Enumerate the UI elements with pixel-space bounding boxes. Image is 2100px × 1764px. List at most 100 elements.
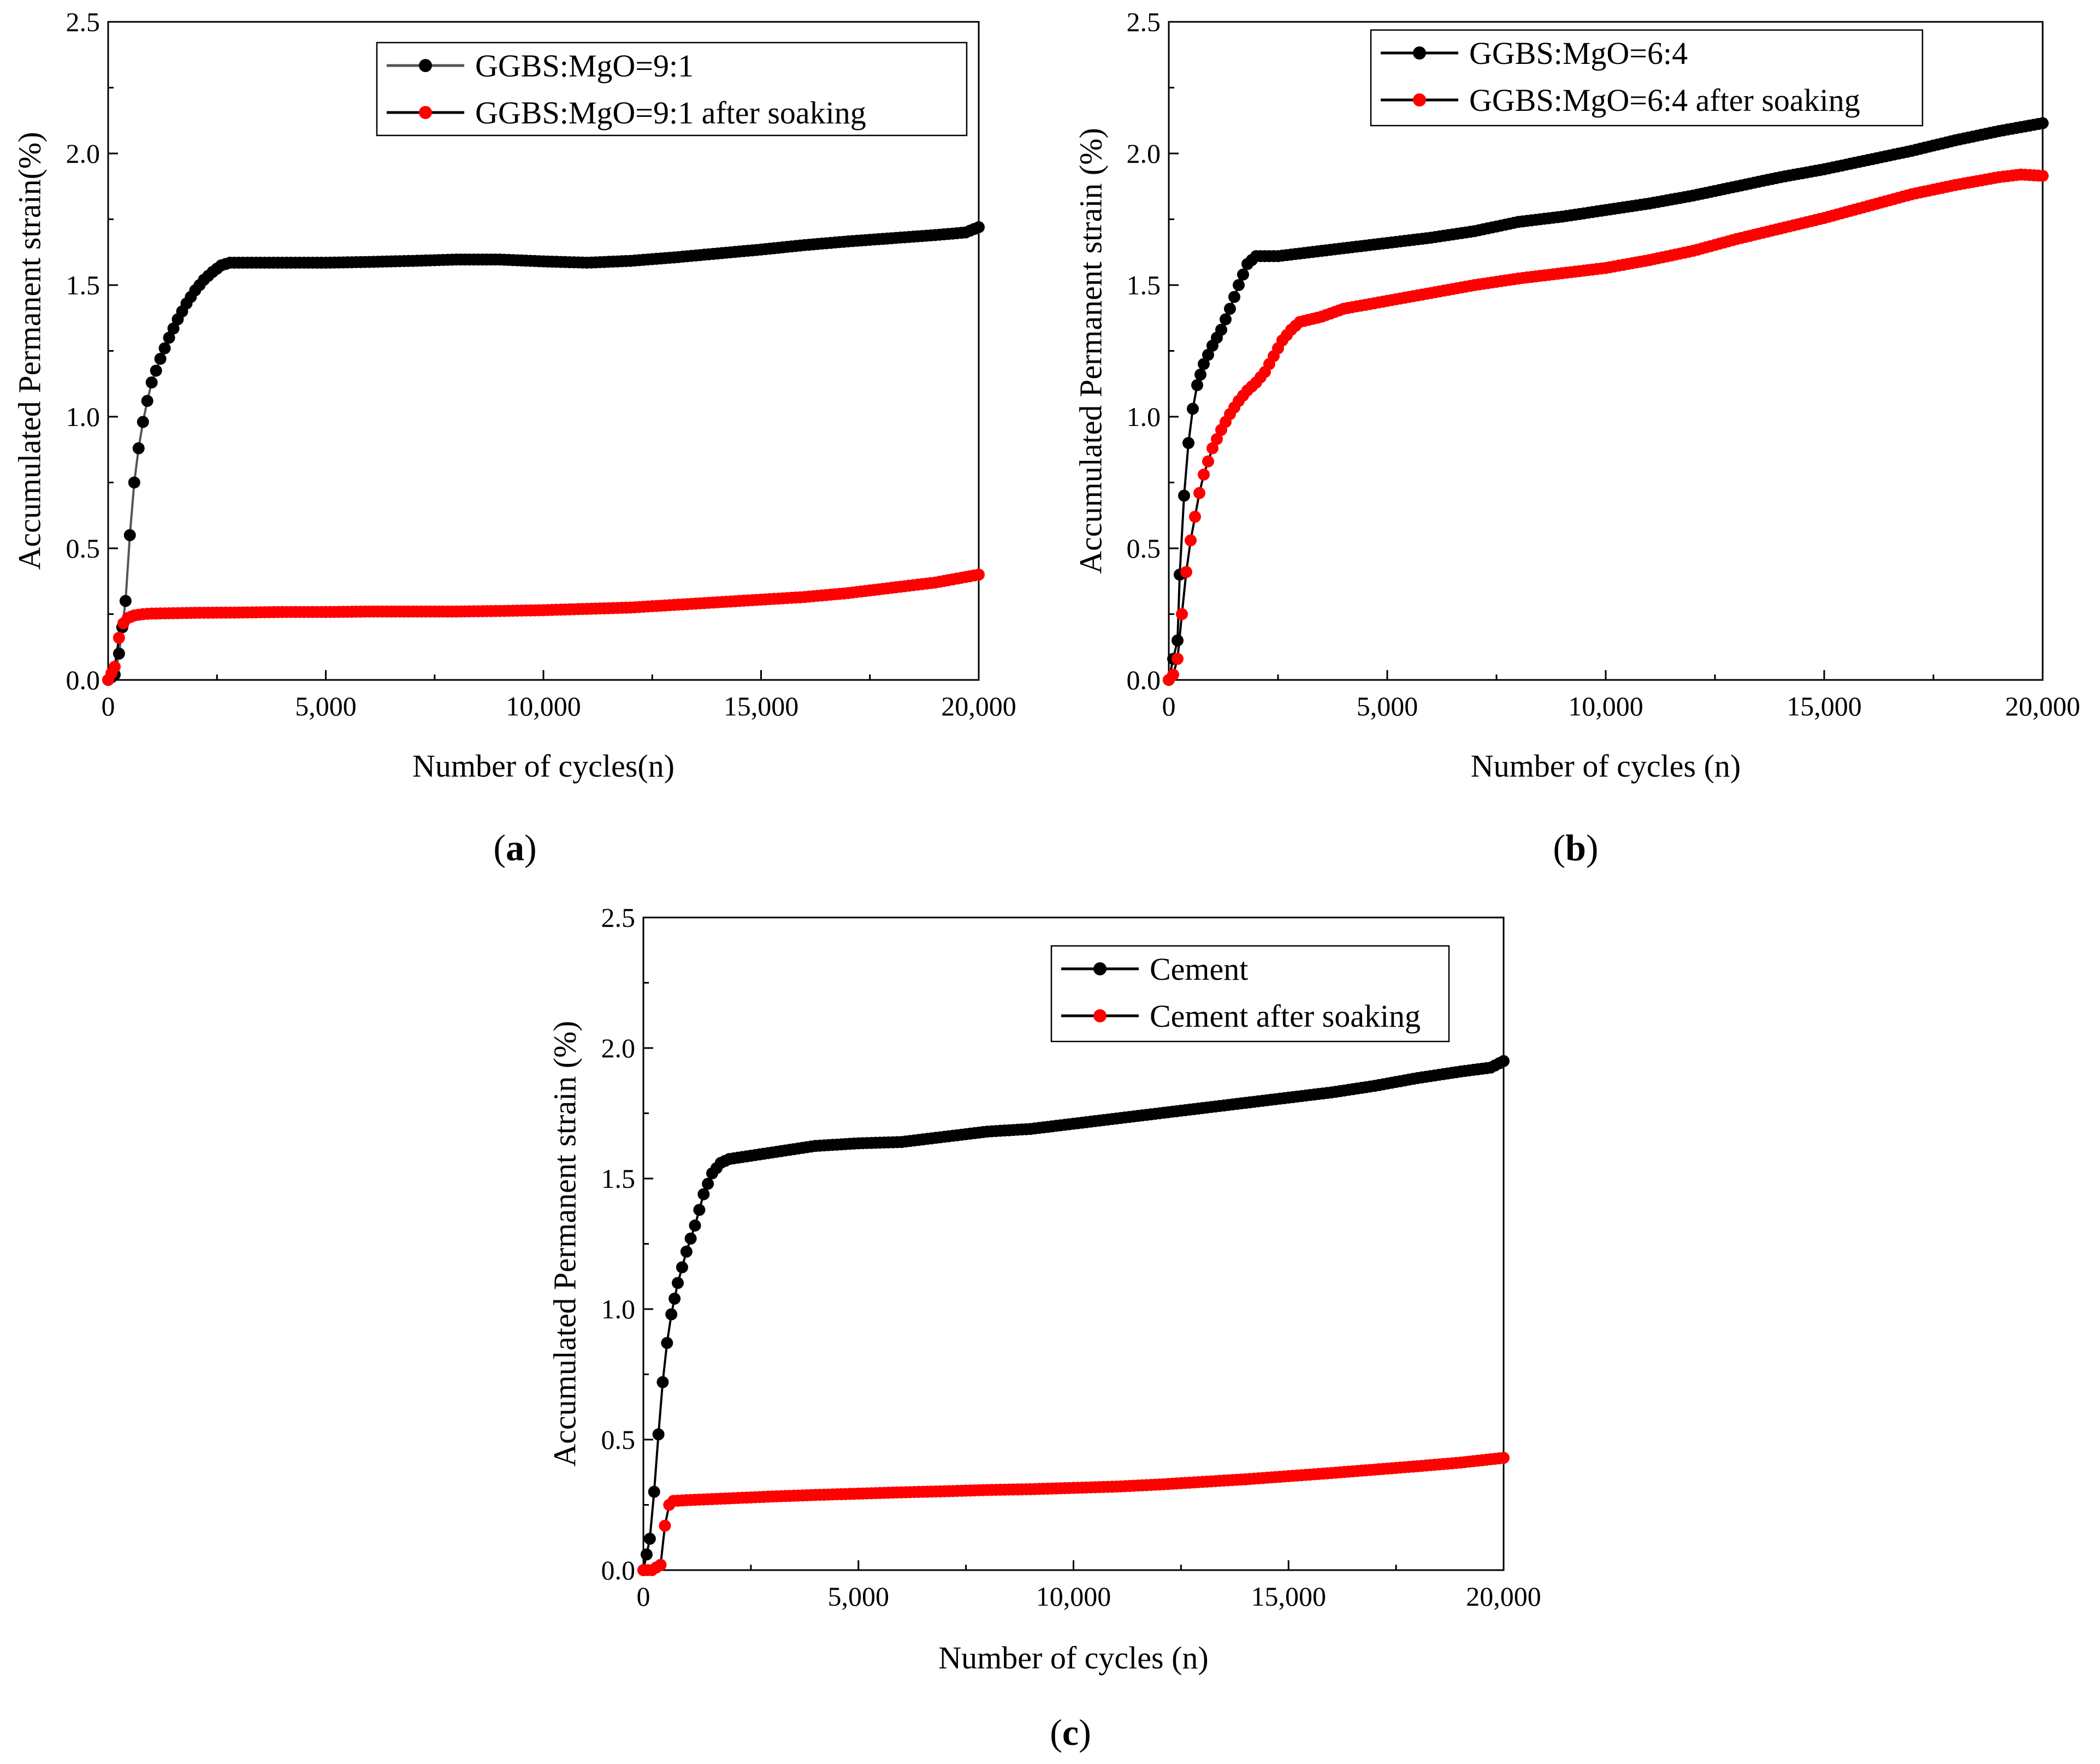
series-0 bbox=[1163, 117, 2049, 686]
data-point bbox=[640, 1548, 653, 1561]
data-point bbox=[123, 529, 136, 541]
data-point bbox=[141, 395, 153, 407]
legend-box bbox=[1370, 29, 1924, 127]
data-point bbox=[693, 1204, 706, 1216]
panel-label: (a) bbox=[493, 827, 536, 868]
data-point bbox=[1224, 303, 1236, 315]
series-layer bbox=[1163, 117, 2049, 686]
legend: GGBS:MgO=9:1 GGBS:MgO=9:1 after soaking bbox=[376, 42, 968, 137]
legend-marker bbox=[1413, 46, 1426, 60]
data-point bbox=[113, 647, 125, 660]
series-1 bbox=[102, 569, 985, 686]
data-point bbox=[669, 1292, 681, 1305]
x-axis-title: Number of cycles (n) bbox=[1471, 748, 1741, 784]
legend-box bbox=[1050, 945, 1450, 1043]
data-point bbox=[1498, 1452, 1510, 1464]
data-point bbox=[167, 322, 180, 335]
x-tick-label: 10,000 bbox=[506, 691, 581, 721]
data-point bbox=[154, 353, 167, 365]
data-point bbox=[158, 342, 171, 354]
legend-entry-1: Cement after soaking bbox=[1061, 998, 1421, 1034]
data-point bbox=[1194, 368, 1206, 381]
data-point bbox=[1228, 291, 1240, 303]
data-point bbox=[1220, 313, 1232, 325]
legend-label: GGBS:MgO=6:4 after soaking bbox=[1469, 82, 1860, 118]
legend-marker bbox=[1093, 962, 1107, 975]
panel-label-letter: c bbox=[1062, 1712, 1079, 1753]
legend: Cement Cement after soaking bbox=[1050, 945, 1450, 1043]
y-axis-title: Accumulated Permanent strain (%) bbox=[547, 1021, 582, 1467]
data-point bbox=[150, 364, 162, 377]
data-point bbox=[128, 476, 140, 489]
panel-label-letter: b bbox=[1565, 827, 1586, 868]
data-point bbox=[1180, 566, 1192, 578]
legend-label: GGBS:MgO=9:1 after soaking bbox=[475, 95, 866, 131]
tick-group: 0 5,000 10,000 15,000 20,000 0.0 0.5 1.0 1.5 2.0 2… bbox=[601, 902, 1541, 1612]
data-point bbox=[1191, 379, 1203, 392]
x-tick-label: 15,000 bbox=[1787, 691, 1862, 721]
data-point bbox=[1172, 653, 1184, 665]
panel-c: 0 5,000 10,000 15,000 20,000 0.0 0.5 1.0 1.5 2.0 2… bbox=[547, 902, 1541, 1753]
tick-group: 0 5,000 10,000 15,000 20,000 0.0 0.5 1.0 1.5 2.0 2… bbox=[1127, 7, 2080, 721]
x-tick-label: 20,000 bbox=[941, 691, 1016, 721]
data-point bbox=[1193, 487, 1205, 499]
legend-entry-1: GGBS:MgO=9:1 after soaking bbox=[387, 95, 866, 131]
legend-marker bbox=[419, 106, 432, 119]
tick-group: 0 5,000 10,000 15,000 20,000 0.0 0.5 1.0 1.5 2.0 2… bbox=[66, 7, 1016, 721]
data-point bbox=[1178, 489, 1190, 502]
data-point bbox=[702, 1177, 714, 1190]
y-tick-label: 2.5 bbox=[601, 902, 636, 933]
x-tick-label: 0 bbox=[1162, 691, 1176, 721]
legend-box bbox=[376, 42, 968, 137]
panel-label-open: ( bbox=[1050, 1712, 1062, 1753]
data-point bbox=[1187, 402, 1199, 415]
data-point bbox=[656, 1376, 669, 1388]
series-layer bbox=[102, 221, 985, 686]
series-0 bbox=[637, 1055, 1510, 1576]
x-tick-label: 0 bbox=[637, 1581, 650, 1612]
y-tick-label: 0.0 bbox=[1127, 665, 1161, 695]
data-point bbox=[973, 221, 985, 233]
panel-label-letter: a bbox=[506, 827, 524, 868]
legend-label: GGBS:MgO=6:4 bbox=[1469, 35, 1688, 71]
data-point bbox=[2037, 170, 2049, 182]
legend-entry-0: Cement bbox=[1061, 951, 1248, 987]
data-point bbox=[1237, 268, 1249, 281]
data-point bbox=[1211, 433, 1223, 445]
data-point bbox=[654, 1559, 667, 1571]
data-point bbox=[661, 1337, 673, 1349]
y-tick-label: 2.0 bbox=[66, 138, 100, 169]
data-point bbox=[132, 442, 145, 454]
x-tick-label: 15,000 bbox=[1251, 1581, 1327, 1612]
data-point bbox=[676, 1261, 688, 1274]
data-point bbox=[1202, 348, 1214, 361]
data-point bbox=[163, 332, 175, 344]
x-tick-label: 20,000 bbox=[1466, 1581, 1541, 1612]
y-tick-label: 0.5 bbox=[1127, 533, 1161, 564]
data-point bbox=[1198, 358, 1210, 370]
data-point bbox=[1233, 279, 1245, 291]
y-tick-label: 1.5 bbox=[66, 270, 100, 300]
panel-label-close: ) bbox=[1586, 827, 1599, 868]
data-point bbox=[2037, 117, 2049, 129]
panel-label-close: ) bbox=[524, 827, 537, 868]
legend-marker bbox=[1093, 1009, 1107, 1022]
data-point bbox=[672, 1277, 684, 1289]
legend-marker bbox=[419, 59, 432, 72]
data-point bbox=[1498, 1055, 1510, 1067]
y-tick-label: 2.0 bbox=[1127, 138, 1161, 169]
data-point bbox=[648, 1485, 660, 1498]
x-tick-label: 10,000 bbox=[1568, 691, 1643, 721]
panel-label: (c) bbox=[1050, 1712, 1091, 1753]
y-tick-label: 0.0 bbox=[66, 665, 100, 695]
panel-label-open: ( bbox=[1553, 827, 1565, 868]
data-point bbox=[113, 631, 125, 644]
y-tick-label: 2.5 bbox=[66, 7, 100, 37]
data-point bbox=[109, 660, 121, 673]
legend: GGBS:MgO=6:4 GGBS:MgO=6:4 after soaking bbox=[1370, 29, 1924, 127]
data-point bbox=[1167, 668, 1179, 681]
legend-label: Cement after soaking bbox=[1150, 998, 1421, 1034]
x-axis-title: Number of cycles (n) bbox=[938, 1640, 1208, 1676]
